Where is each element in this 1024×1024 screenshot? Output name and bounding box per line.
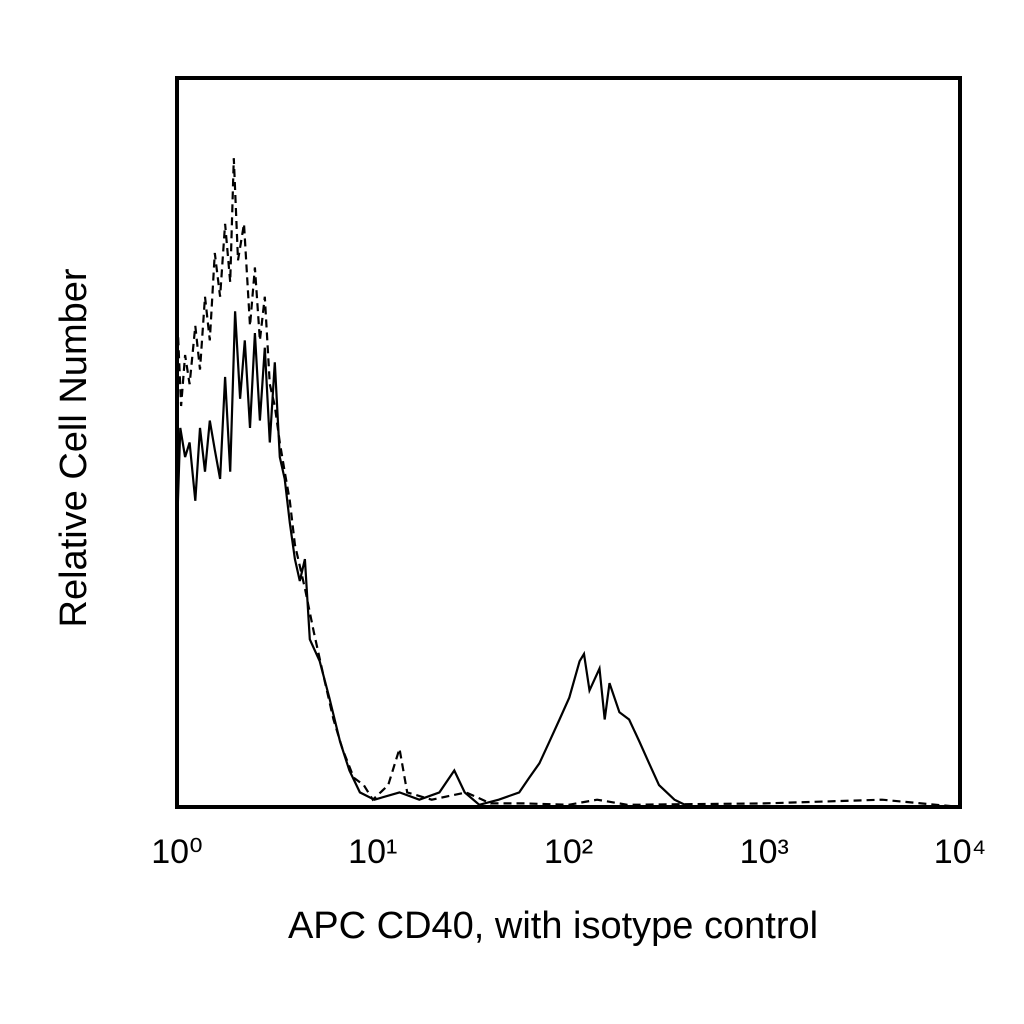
plot-frame xyxy=(175,76,962,809)
x-tick-label: 10³ xyxy=(740,833,789,871)
x-tick-label: 10⁴ xyxy=(934,833,986,871)
y-axis-label: Relative Cell Number xyxy=(53,268,95,627)
histogram-line xyxy=(175,311,960,809)
x-axis-label: APC CD40, with isotype control xyxy=(288,905,818,947)
x-tick-label: 10² xyxy=(544,833,593,871)
x-tick-label: 10¹ xyxy=(348,833,397,871)
x-tick-label: 10⁰ xyxy=(151,833,202,871)
histogram-line xyxy=(175,158,961,809)
